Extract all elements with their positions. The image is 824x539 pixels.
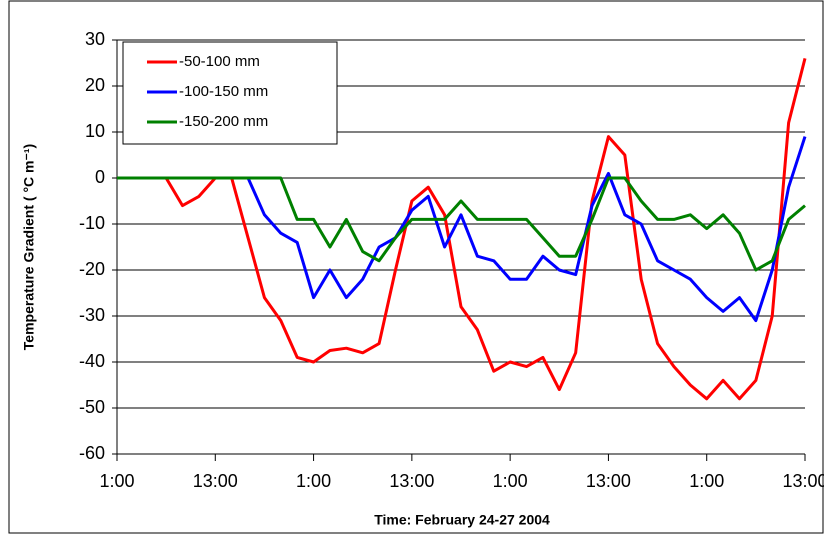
x-tick-label: 13:00 bbox=[586, 471, 631, 491]
y-tick-label: -20 bbox=[79, 259, 105, 279]
x-tick-label: 13:00 bbox=[782, 471, 824, 491]
x-tick-label: 13:00 bbox=[193, 471, 238, 491]
y-tick-label: 30 bbox=[85, 29, 105, 49]
y-tick-label: 0 bbox=[95, 167, 105, 187]
y-tick-label: -60 bbox=[79, 443, 105, 463]
data-line bbox=[117, 176, 806, 272]
y-tick-label: -40 bbox=[79, 351, 105, 371]
x-tick-label: 13:00 bbox=[389, 471, 434, 491]
x-tick-label: 1:00 bbox=[493, 471, 528, 491]
x-tick-label: 1:00 bbox=[99, 471, 134, 491]
legend-label: -50-100 mm bbox=[179, 53, 260, 70]
y-tick-label: 20 bbox=[85, 75, 105, 95]
y-tick-label: -50 bbox=[79, 397, 105, 417]
y-tick-label: -10 bbox=[79, 213, 105, 233]
y-tick-label: -30 bbox=[79, 305, 105, 325]
x-tick-label: 1:00 bbox=[689, 471, 724, 491]
y-axis-label: Temperature Gradient ( °C m⁻¹) bbox=[21, 144, 37, 350]
x-axis-label: Time: February 24-27 2004 bbox=[374, 512, 550, 528]
y-tick-label: 10 bbox=[85, 121, 105, 141]
legend-label: -100-150 mm bbox=[179, 83, 268, 100]
x-tick-label: 1:00 bbox=[296, 471, 331, 491]
legend-label: -150-200 mm bbox=[179, 113, 268, 130]
